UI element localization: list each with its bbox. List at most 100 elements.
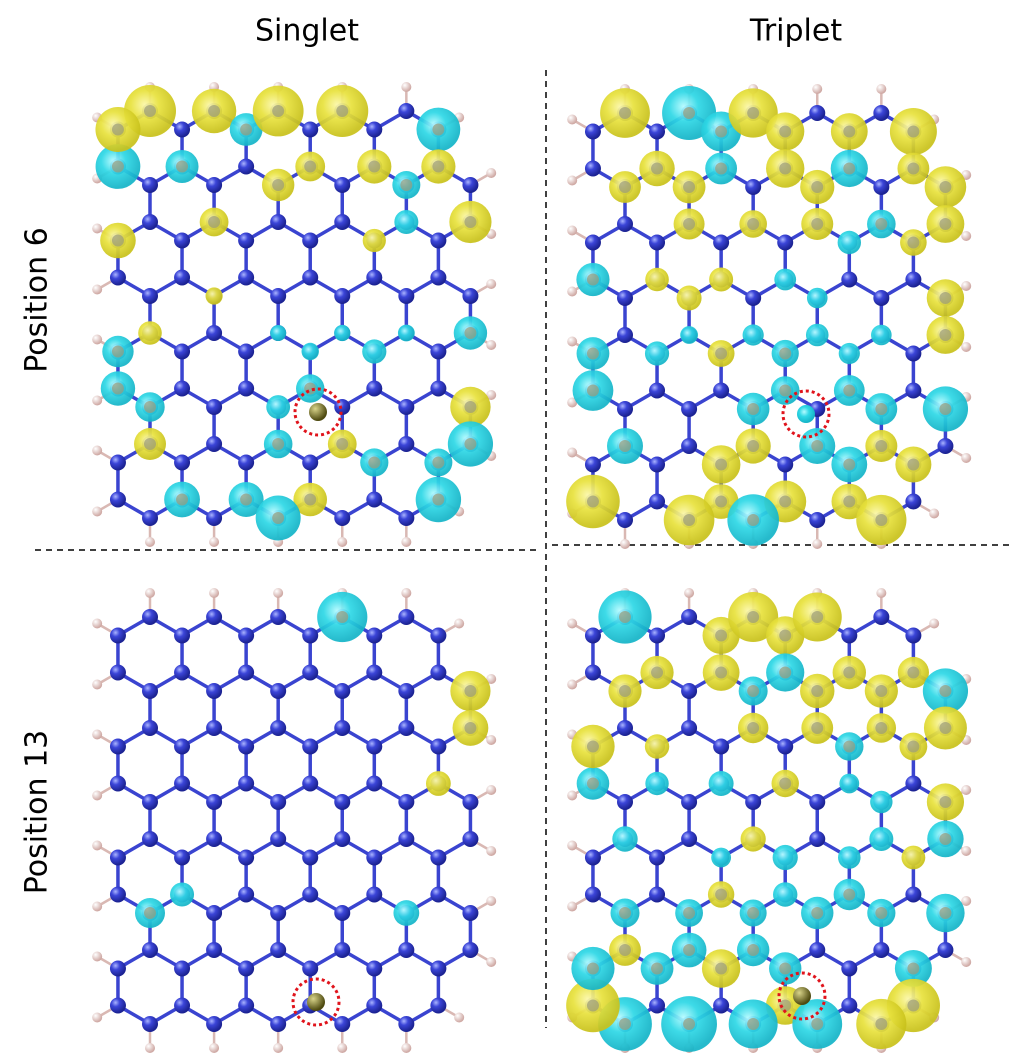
atom-core — [811, 722, 824, 734]
carbon-atom — [462, 288, 479, 304]
atom-core — [586, 740, 599, 753]
dopant-atom — [793, 987, 811, 1005]
dopant-atom — [797, 405, 815, 423]
carbon-atom — [617, 290, 633, 306]
hydrogen-atom — [876, 588, 887, 598]
carbon-atom — [174, 454, 191, 471]
atom-core — [272, 105, 285, 117]
carbon-atom — [841, 627, 858, 644]
atom-core — [715, 666, 728, 679]
atom-core — [715, 347, 728, 360]
hydrogen-atom — [92, 901, 103, 912]
hydrogen-atom — [92, 445, 103, 456]
atom-core — [683, 218, 696, 230]
atom-core — [747, 944, 760, 956]
spin-density — [397, 324, 415, 342]
carbon-atom — [142, 177, 158, 193]
atom-core — [747, 722, 760, 734]
spin-density — [901, 845, 926, 870]
carbon-atom — [238, 627, 255, 644]
carbon-atom — [398, 794, 415, 810]
carbon-atom — [649, 456, 666, 473]
atom-core — [619, 907, 631, 919]
carbon-atom — [905, 493, 922, 510]
carbon-atom — [873, 105, 890, 121]
carbon-atom — [366, 121, 383, 138]
carbon-atom — [809, 942, 826, 958]
spin-density — [805, 323, 829, 347]
carbon-atom — [238, 738, 255, 755]
carbon-atom — [109, 664, 126, 681]
hydrogen-atom — [209, 1043, 220, 1053]
hydrogen-atom — [92, 223, 103, 234]
atom-core — [111, 345, 124, 358]
hydrogen-atom — [961, 957, 972, 967]
row-title: Position 13 — [20, 730, 55, 895]
atom-core — [939, 796, 952, 808]
atom-core — [240, 123, 253, 136]
spin-density — [676, 285, 702, 311]
atom-core — [939, 218, 952, 230]
hydrogen-atom — [961, 342, 972, 352]
hydrogen-atom — [961, 281, 972, 291]
carbon-atom — [334, 794, 351, 810]
hydrogen-atom — [92, 284, 103, 295]
carbon-atom — [334, 510, 351, 526]
atom-core — [683, 181, 696, 193]
spin-density — [772, 844, 798, 871]
carbon-atom — [584, 664, 601, 681]
atom-core — [683, 514, 696, 526]
carbon-atom — [302, 886, 319, 903]
carbon-atom — [681, 831, 698, 847]
carbon-atom — [174, 343, 191, 360]
hydrogen-atom — [567, 175, 578, 186]
carbon-atom — [584, 234, 601, 251]
spin-density — [362, 228, 386, 253]
atom-core — [747, 907, 760, 919]
atom-core — [843, 740, 856, 753]
carbon-atom — [366, 627, 383, 644]
hydrogen-atom — [620, 539, 630, 549]
hydrogen-atom — [92, 840, 103, 851]
atom-core — [779, 495, 792, 508]
hydrogen-atom — [92, 679, 103, 690]
carbon-atom — [462, 177, 479, 193]
atom-core — [144, 438, 156, 450]
carbon-atom — [430, 849, 447, 866]
atom-core — [747, 1018, 760, 1030]
carbon-atom — [937, 942, 954, 958]
atom-core — [304, 493, 317, 506]
spin-density — [774, 268, 797, 291]
atom-core — [875, 440, 888, 452]
carbon-atom — [302, 738, 319, 755]
atom-core — [811, 611, 824, 623]
atom-core — [715, 495, 728, 508]
carbon-atom — [206, 905, 223, 921]
carbon-atom — [109, 454, 126, 471]
carbon-atom — [238, 664, 255, 681]
carbon-atom — [270, 794, 287, 810]
atom-core — [811, 907, 824, 919]
carbon-atom — [398, 436, 415, 452]
atom-core — [400, 179, 413, 191]
atom-core — [619, 944, 631, 956]
carbon-atom — [713, 738, 730, 755]
carbon-atom — [681, 683, 698, 699]
hydrogen-atom — [876, 84, 887, 94]
atom-core — [272, 179, 285, 191]
atom-core — [651, 962, 664, 975]
carbon-atom — [109, 997, 126, 1014]
carbon-atom — [174, 232, 191, 249]
spin-density — [645, 771, 669, 796]
spin-density — [645, 267, 669, 292]
carbon-atom — [398, 683, 415, 699]
carbon-atom — [873, 179, 890, 195]
carbon-atom — [334, 683, 351, 699]
hydrogen-atom — [961, 453, 972, 463]
atom-core — [907, 162, 920, 175]
structures — [92, 82, 972, 1053]
carbon-atom — [462, 905, 479, 921]
atom-core — [747, 611, 760, 623]
atom-core — [747, 218, 760, 230]
carbon-atom — [398, 942, 415, 958]
